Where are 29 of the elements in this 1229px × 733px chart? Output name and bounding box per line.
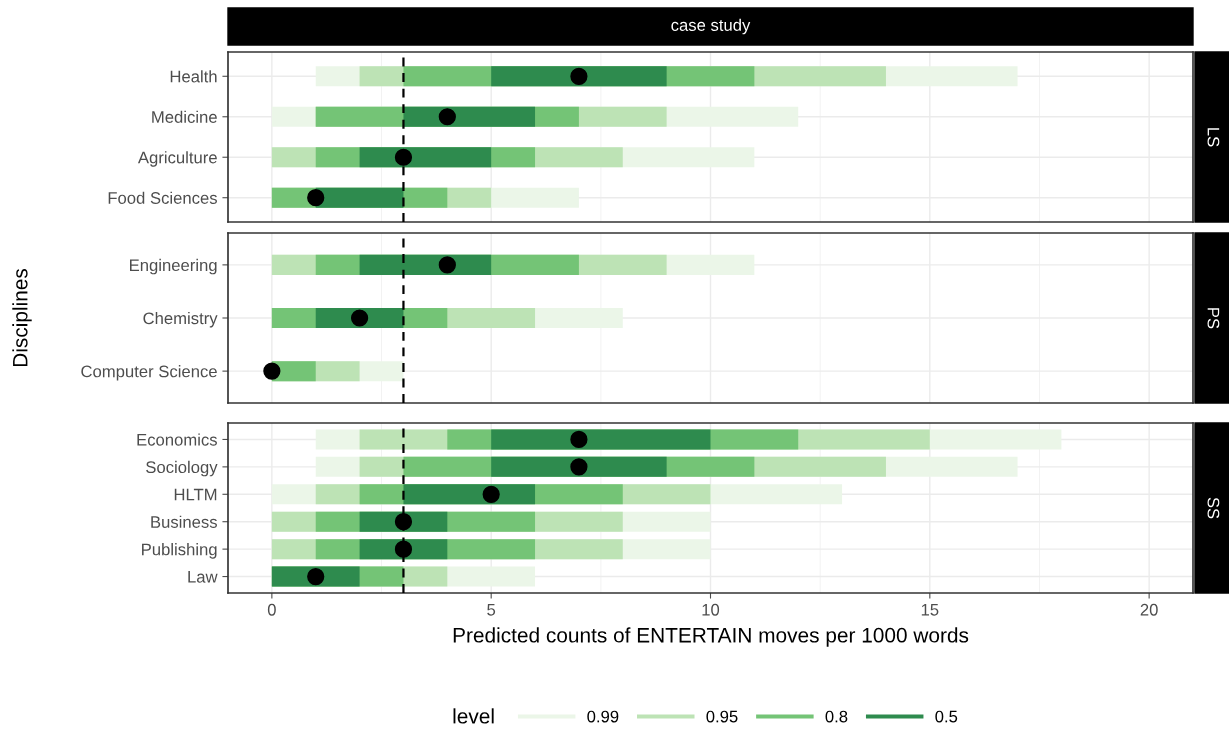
y-tick-label: Economics: [137, 433, 217, 446]
legend-label: 0.8: [825, 710, 848, 723]
y-tick-label: Publishing: [142, 543, 217, 559]
x-tick-label: 10: [702, 603, 720, 616]
chart-title: case study: [671, 18, 751, 35]
y-tick-label: Law: [188, 571, 218, 583]
y-tick-label: Medicine: [152, 110, 217, 123]
legend-label: 0.99: [587, 710, 619, 723]
x-tick-label: 0: [267, 603, 276, 616]
y-tick-label: Agriculture: [137, 151, 217, 167]
y-tick-label: Chemistry: [143, 311, 218, 328]
y-tick-label: Health: [170, 70, 217, 83]
y-tick-label: Business: [151, 515, 217, 528]
y2-axis-title: SS: [1207, 497, 1220, 519]
y2-axis-title: LS: [1207, 128, 1220, 147]
y-tick-label: HLTM: [174, 488, 217, 501]
legend-label: 0.95: [706, 710, 738, 723]
y-axis-title: Disciplines: [12, 268, 32, 367]
y-tick-label: Food Sciences: [108, 191, 217, 204]
y-tick-label: Engineering: [130, 258, 217, 275]
y-tick-label: Computer Science: [81, 365, 217, 381]
legend-title: level: [453, 708, 494, 724]
x-tick-label: 20: [1140, 603, 1158, 616]
y-tick-label: Sociology: [146, 460, 218, 477]
x-tick-label: 5: [487, 604, 496, 616]
legend-label: 0.5: [935, 710, 958, 723]
x-axis-title: Predicted counts of ENTERTAIN moves per 1000 words: [453, 627, 969, 647]
y2-axis-title: PS: [1207, 308, 1220, 329]
x-tick-label: 15: [921, 604, 939, 616]
